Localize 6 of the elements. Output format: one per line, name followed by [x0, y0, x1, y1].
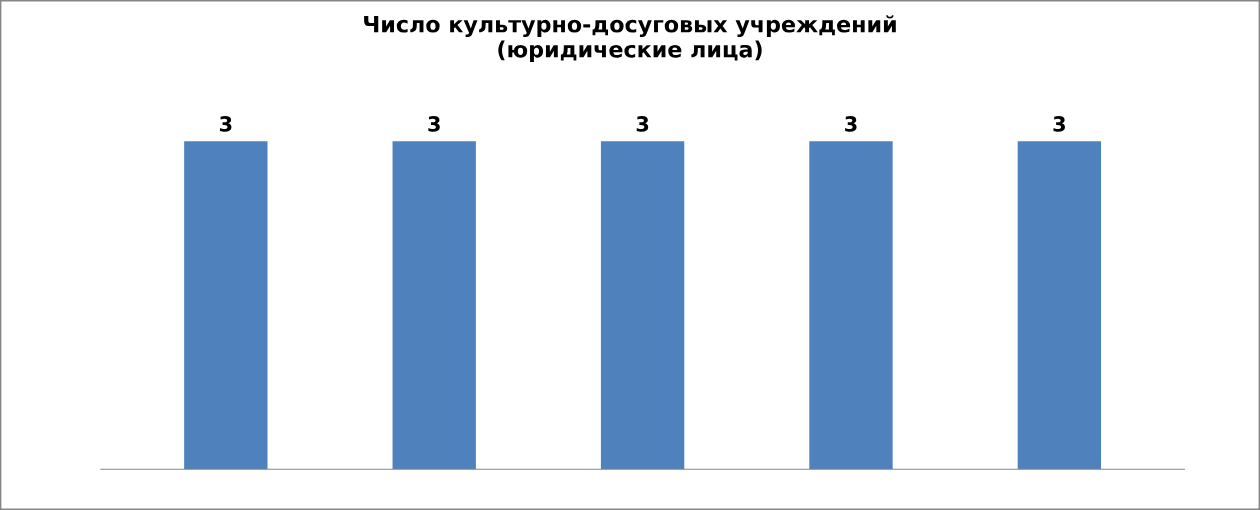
data-label: 3 — [845, 115, 857, 132]
data-label: 3 — [219, 115, 232, 132]
data-label: 3 — [1053, 115, 1065, 132]
data-label: 3 — [636, 115, 649, 132]
chart-title: Число культурно-досуговых учреждений (юридические лица) — [364, 15, 896, 62]
data-label: 3 — [428, 115, 440, 132]
